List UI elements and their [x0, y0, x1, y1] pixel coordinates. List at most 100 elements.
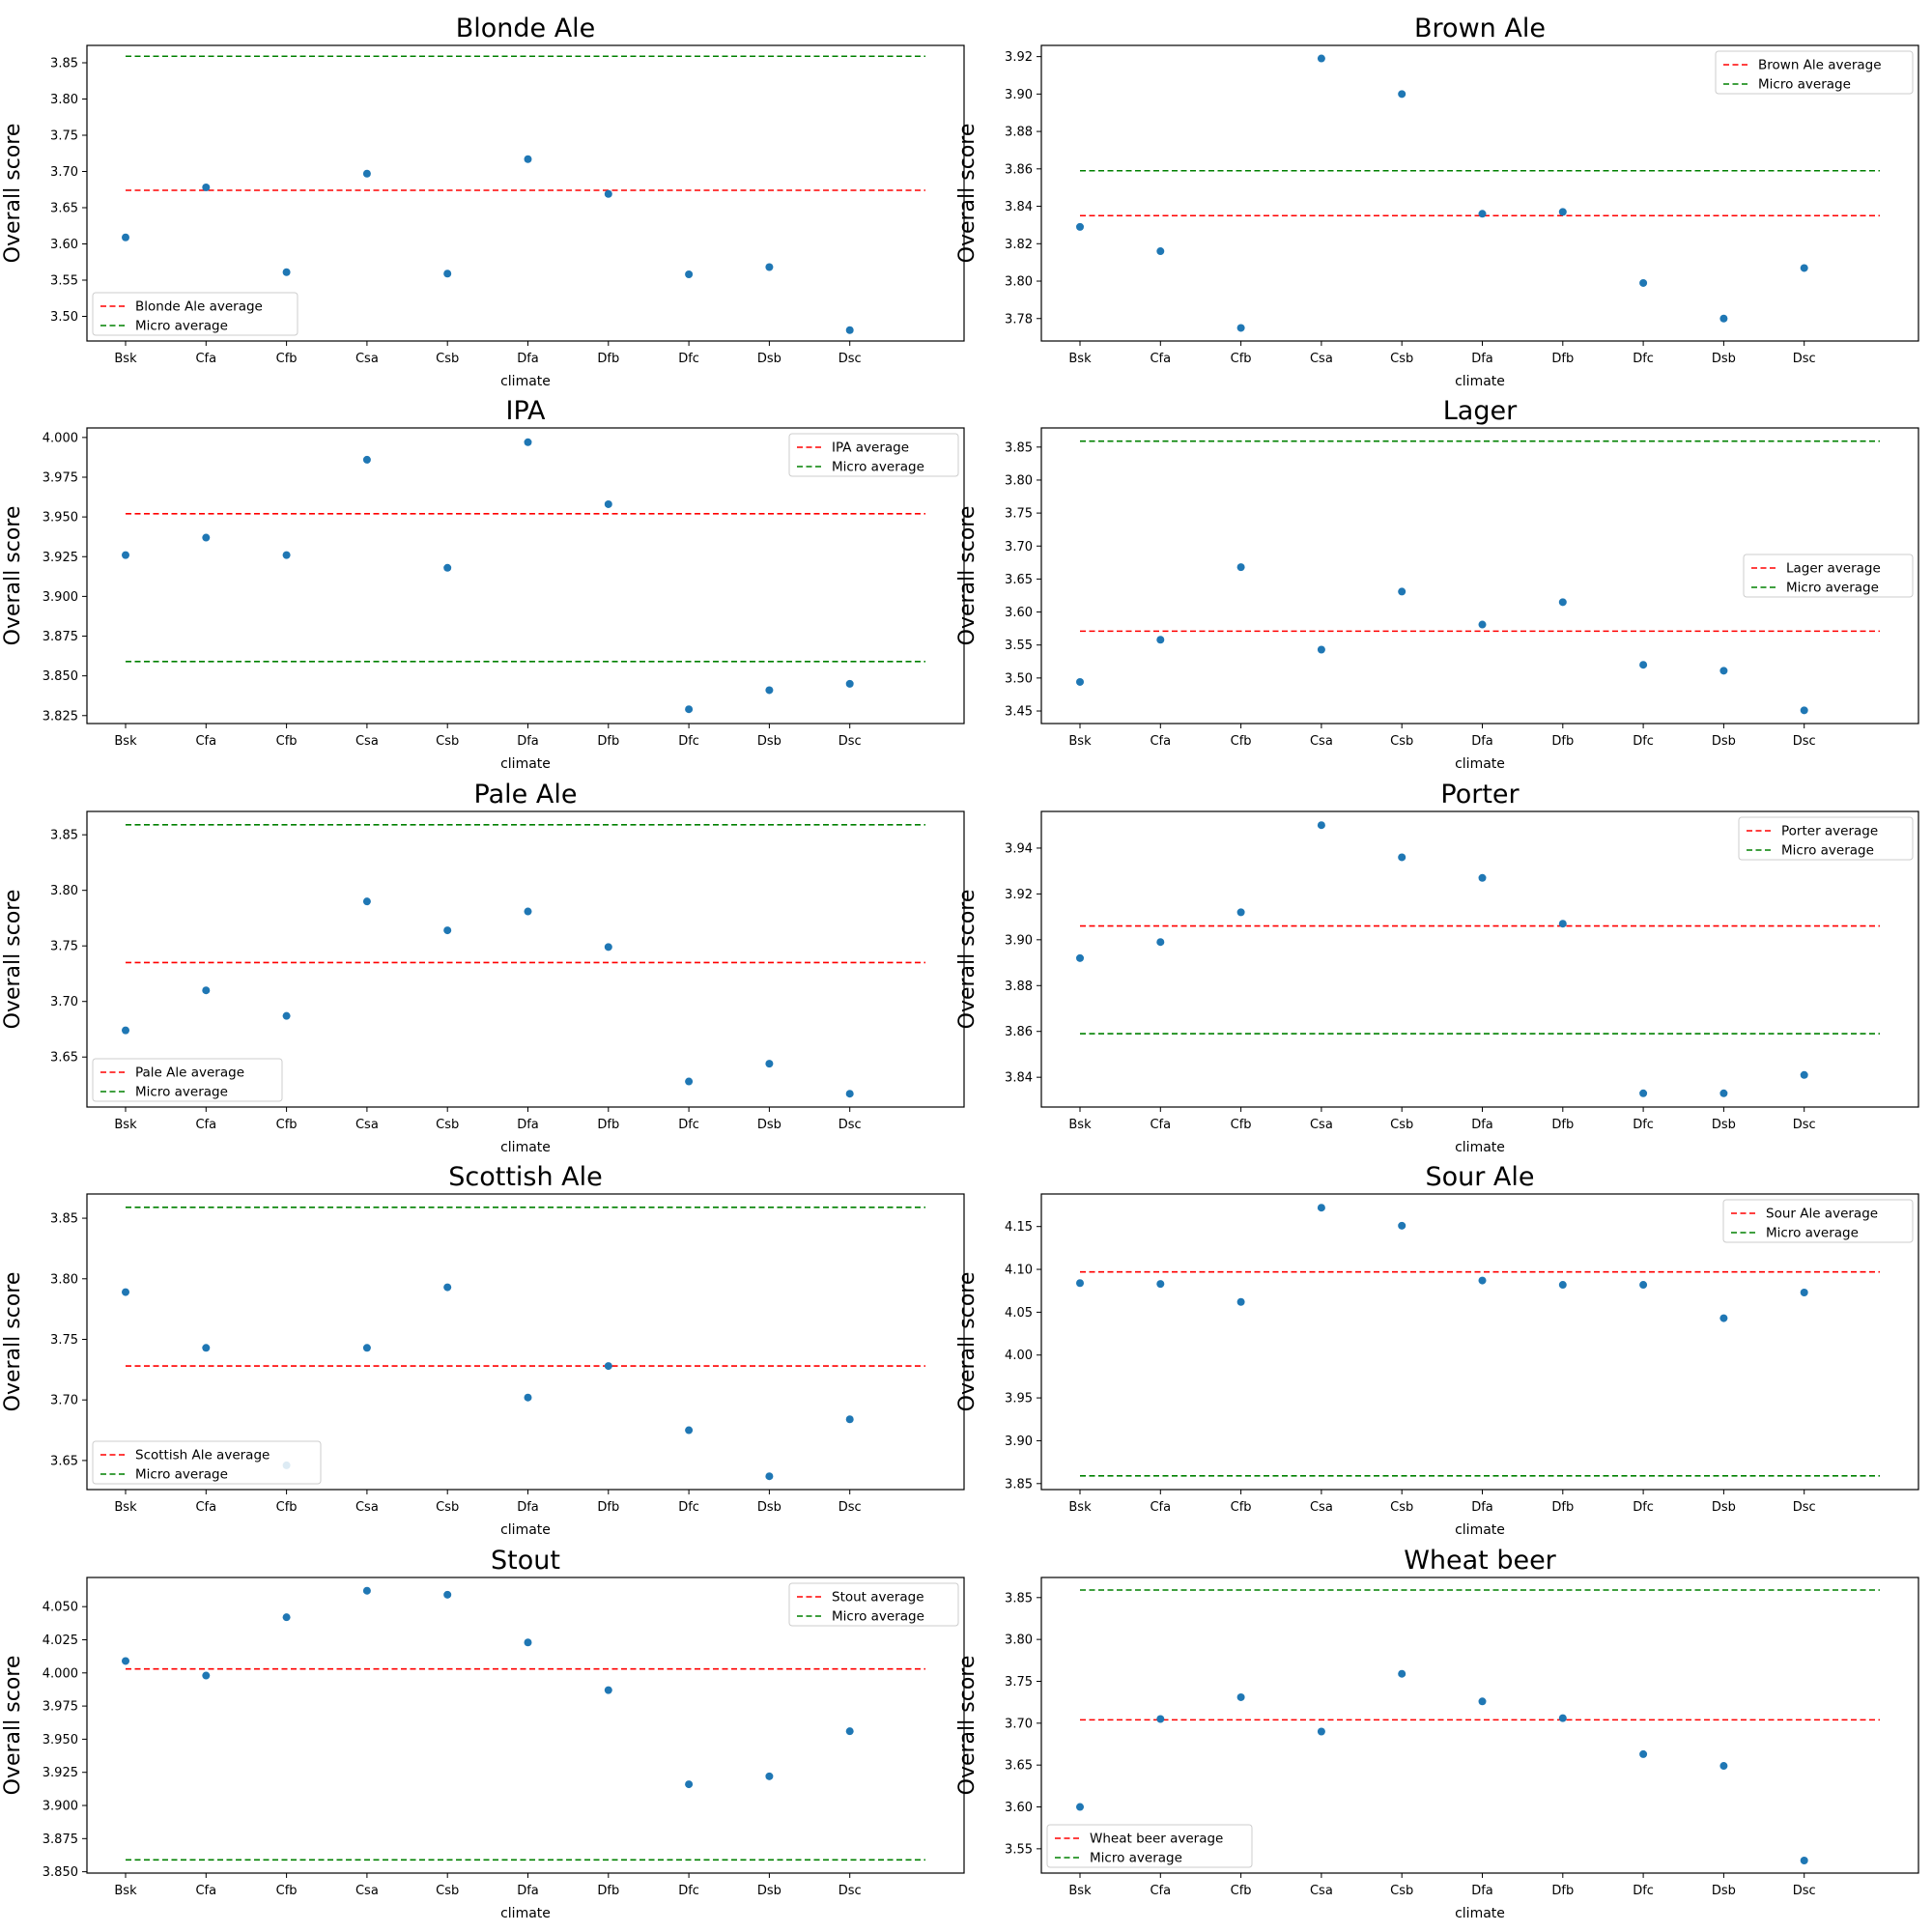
- x-tick-label: Csa: [355, 734, 379, 749]
- data-point-dfb: [1558, 1714, 1567, 1722]
- x-tick-label: Dfc: [678, 1500, 699, 1515]
- legend-style-average-label: IPA average: [832, 440, 909, 456]
- data-point-cfa: [1156, 1280, 1165, 1289]
- x-tick-label: Dfa: [517, 734, 539, 749]
- x-axis-label: climate: [1455, 756, 1505, 772]
- data-point-cfa: [202, 533, 211, 542]
- subplot-ipa: IPA climate Overall score Bsk Cfa Cfb Csa Csb Df…: [1, 396, 965, 772]
- data-point-dsc: [1800, 1289, 1808, 1296]
- x-tick-label: Cfb: [276, 1884, 298, 1898]
- subplot-title: Pale Ale: [474, 780, 578, 810]
- x-tick-label: Dsc: [838, 1884, 862, 1898]
- data-point-dsc: [845, 1090, 854, 1098]
- data-point-bsk: [1076, 1803, 1084, 1811]
- y-axis-label: Overall score: [1, 1656, 25, 1796]
- data-point-dfc: [1639, 1281, 1648, 1290]
- y-tick-label: 3.950: [43, 511, 78, 526]
- legend-micro-average-label: Micro average: [1758, 77, 1851, 93]
- y-tick-label: 3.75: [50, 1333, 78, 1348]
- legend-micro-average-label: Micro average: [135, 1467, 228, 1483]
- legend-frame: [92, 1440, 322, 1485]
- x-tick-label: Dfc: [1633, 1884, 1654, 1898]
- x-tick-label: Dsb: [757, 1500, 781, 1515]
- data-point-csa: [1317, 54, 1325, 63]
- y-tick-label: 3.65: [50, 1051, 78, 1065]
- data-point-cfb: [1236, 324, 1245, 332]
- data-point-dsb: [1719, 667, 1728, 675]
- data-point-cfa: [202, 986, 211, 995]
- y-axis-label: Overall score: [1, 890, 25, 1030]
- data-point-cfb: [282, 551, 291, 559]
- data-point-dsb: [1719, 1762, 1728, 1771]
- data-point-dsc: [1800, 706, 1808, 715]
- data-point-bsk: [122, 1657, 129, 1665]
- x-axis-label: climate: [1455, 374, 1505, 389]
- x-tick-label: Dfb: [597, 352, 619, 366]
- y-tick-label: 3.50: [1005, 671, 1033, 686]
- data-point-dsc: [845, 679, 854, 688]
- y-tick-label: 3.75: [50, 129, 78, 144]
- x-axis-label: climate: [1455, 1140, 1505, 1155]
- y-tick-label: 3.850: [43, 669, 78, 684]
- x-axis-label: climate: [500, 374, 551, 389]
- subplot-title: Porter: [1440, 780, 1520, 810]
- x-tick-label: Csa: [1310, 1884, 1333, 1898]
- y-tick-label: 3.85: [1005, 1477, 1033, 1492]
- legend: Stout average Micro average: [788, 1582, 959, 1627]
- y-axis-label: Overall score: [1, 124, 25, 264]
- x-axis-label: climate: [1455, 1906, 1505, 1921]
- y-tick-label: 3.80: [50, 1272, 78, 1287]
- x-tick-label: Bsk: [114, 1884, 137, 1898]
- x-tick-label: Csb: [1390, 1500, 1413, 1515]
- y-tick-label: 3.90: [1005, 88, 1033, 102]
- x-tick-label: Dfa: [1471, 1118, 1493, 1132]
- y-tick-label: 4.00: [1005, 1349, 1033, 1363]
- x-tick-label: Dsb: [1712, 1118, 1736, 1132]
- data-point-dfc: [685, 705, 694, 714]
- x-tick-label: Dsb: [757, 1118, 781, 1132]
- x-tick-label: Cfb: [276, 734, 298, 749]
- data-point-dfa: [524, 1638, 532, 1647]
- y-tick-label: 3.70: [50, 1394, 78, 1408]
- data-point-dfa: [1478, 1276, 1487, 1285]
- data-point-dsb: [765, 1060, 774, 1068]
- data-point-dsb: [765, 1772, 774, 1780]
- data-point-cfb: [1236, 1692, 1245, 1701]
- x-tick-label: Cfa: [1150, 352, 1171, 366]
- x-tick-label: Cfa: [195, 1500, 216, 1515]
- y-tick-label: 3.45: [1005, 705, 1033, 720]
- y-tick-label: 3.84: [1005, 1071, 1033, 1086]
- data-point-csa: [1317, 645, 1325, 654]
- y-tick-label: 4.000: [43, 1666, 78, 1681]
- data-point-dfb: [1558, 920, 1567, 928]
- legend: Scottish Ale average Micro average: [92, 1440, 322, 1485]
- y-tick-label: 4.10: [1005, 1264, 1033, 1278]
- y-tick-label: 3.60: [1005, 606, 1033, 620]
- x-tick-label: Csa: [1310, 1118, 1333, 1132]
- y-tick-label: 3.85: [1005, 1591, 1033, 1605]
- x-tick-label: Cfa: [1150, 1884, 1171, 1898]
- x-tick-label: Csa: [1310, 734, 1333, 749]
- data-point-csa: [362, 1344, 371, 1352]
- data-point-csa: [362, 455, 371, 464]
- data-point-cfa: [1156, 247, 1165, 256]
- data-point-dsb: [765, 263, 774, 271]
- x-tick-label: Dsb: [1712, 352, 1736, 366]
- data-point-bsk: [1076, 677, 1084, 686]
- legend-style-average-label: Sour Ale average: [1766, 1207, 1878, 1222]
- x-tick-label: Dfc: [678, 1118, 699, 1132]
- y-tick-label: 3.78: [1005, 312, 1033, 327]
- data-point-csa: [362, 1586, 371, 1595]
- x-tick-label: Dfa: [1471, 734, 1493, 749]
- y-tick-label: 3.86: [1005, 1025, 1033, 1039]
- x-tick-label: Dfa: [1471, 352, 1493, 366]
- y-tick-label: 3.925: [43, 1766, 78, 1780]
- x-tick-label: Dfb: [597, 1884, 619, 1898]
- data-point-bsk: [1076, 1279, 1084, 1288]
- x-tick-label: Dsc: [1793, 734, 1816, 749]
- y-tick-label: 3.50: [50, 310, 78, 325]
- legend-style-average-label: Pale Ale average: [135, 1065, 244, 1081]
- x-tick-label: Dsb: [1712, 1500, 1736, 1515]
- x-tick-label: Cfa: [195, 734, 216, 749]
- data-point-dfc: [1639, 661, 1648, 669]
